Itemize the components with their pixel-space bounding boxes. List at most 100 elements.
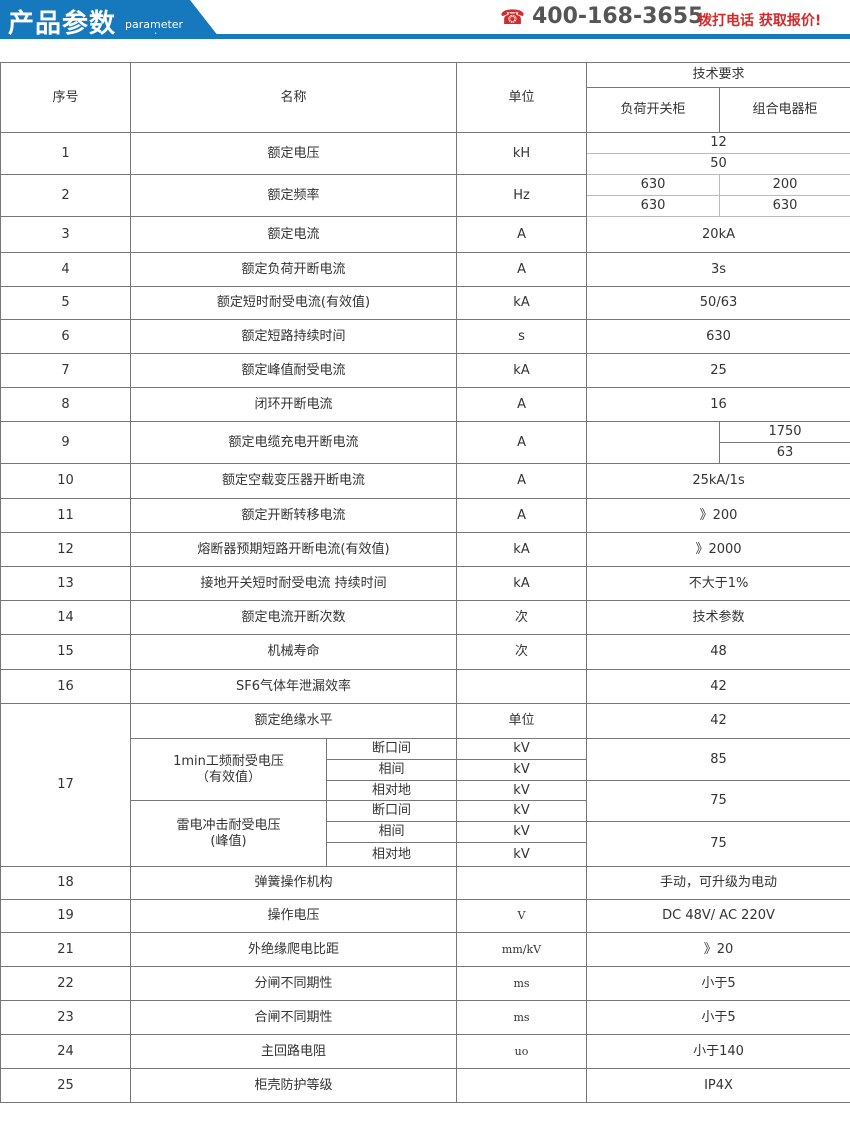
cell-no: 19 xyxy=(0,899,131,933)
cell-name: 额定短路持续时间 xyxy=(129,319,458,354)
table-row: 16 SF6气体年泄漏效率 42 xyxy=(0,669,850,704)
cell-value: 小于5 xyxy=(586,966,850,1001)
cell-no: 3 xyxy=(0,216,131,253)
cell-name: 接地开关短时耐受电流 持续时间 xyxy=(129,566,458,601)
phone-number[interactable]: 400-168-3655 xyxy=(532,4,704,29)
header-col-b: 组合电器柜 xyxy=(719,87,850,133)
group-label: (峰值) xyxy=(210,833,247,849)
cell-no: 15 xyxy=(0,634,131,670)
cell-name: 主回路电阻 xyxy=(129,1034,458,1069)
cell-no: 11 xyxy=(0,498,131,533)
cell-unit: kV xyxy=(456,842,588,867)
cell-unit: s xyxy=(456,319,588,354)
cell-value: 50/63 xyxy=(586,286,850,320)
cell-value: 50 xyxy=(586,153,850,175)
cell-name: 额定电流开断次数 xyxy=(129,600,458,635)
table-row: 19 操作电压 V DC 48V/ AC 220V xyxy=(0,899,850,933)
table-row: 21 外绝缘爬电比距 mm/kV 》20 xyxy=(0,932,850,967)
cell-no: 24 xyxy=(0,1034,131,1069)
cell-unit: kA xyxy=(456,353,588,388)
cell-unit: kH xyxy=(456,132,588,175)
table-row: 17 额定绝缘水平 单位 42 xyxy=(0,703,850,867)
cell-unit: A xyxy=(456,387,588,422)
cell-unit: kV xyxy=(456,780,588,801)
cell-name: 熔断器预期短路开断电流(有效值) xyxy=(129,532,458,567)
cell-unit: A xyxy=(456,463,588,499)
cell-value: 1750 xyxy=(719,421,850,443)
cell-unit: kA xyxy=(456,532,588,567)
cell-name: 额定电缆充电开断电流 xyxy=(129,421,458,464)
group-label: 雷电冲击耐受电压 xyxy=(176,817,281,833)
cell-value: 42 xyxy=(586,669,850,704)
cell-value: 小于5 xyxy=(586,1000,850,1035)
cell-unit: uo xyxy=(456,1034,588,1069)
cell-name: SF6气体年泄漏效率 xyxy=(129,669,458,704)
phone-icon: ☎ xyxy=(500,5,525,29)
cell-name: 额定绝缘水平 xyxy=(129,703,458,739)
parameter-table: 序号 名称 单位 技术要求 负荷开关柜 组合电器柜 1 额定电压 kH 12 50 2 额定频率… xyxy=(0,62,850,1103)
call-to-action: 拨打电话 获取报价! xyxy=(698,13,822,29)
header-no: 序号 xyxy=(0,62,131,133)
cell-value: 75 xyxy=(586,821,850,867)
header-col-a: 负荷开关柜 xyxy=(586,87,721,133)
cell-no: 13 xyxy=(0,566,131,601)
cell-unit: ms xyxy=(456,966,588,1001)
cell-name: 机械寿命 xyxy=(129,634,458,670)
cell-unit xyxy=(456,669,588,704)
cell-name: 分闸不同期性 xyxy=(129,966,458,1001)
cell-unit: ms xyxy=(456,1000,588,1035)
cell-unit: kV xyxy=(456,800,588,822)
cell-subname: 相对地 xyxy=(325,780,458,801)
cell-unit: V xyxy=(456,899,588,933)
table-row: 6 额定短路持续时间 s 630 xyxy=(0,319,850,354)
cell-value: 48 xyxy=(586,634,850,670)
cell-value: 16 xyxy=(586,387,850,422)
banner-tab xyxy=(0,0,155,36)
cell-value: 25kA/1s xyxy=(586,463,850,499)
cell-value: 85 xyxy=(586,738,850,781)
cell-unit: 次 xyxy=(456,600,588,635)
cell-name: 弹簧操作机构 xyxy=(129,866,458,900)
table-row: 22 分闸不同期性 ms 小于5 xyxy=(0,966,850,1001)
cell-subname: 相对地 xyxy=(325,842,458,867)
cell-unit: 次 xyxy=(456,634,588,670)
table-row: 1 额定电压 kH 12 xyxy=(0,132,850,175)
table-row: 5 额定短时耐受电流(有效值) kA 50/63 xyxy=(0,286,850,320)
cell-unit: kV xyxy=(456,759,588,781)
cell-name: 额定空载变压器开断电流 xyxy=(129,463,458,499)
cell-value: 小于140 xyxy=(586,1034,850,1069)
cell-name: 额定电流 xyxy=(129,216,458,253)
cell-value: 630 xyxy=(586,319,850,354)
header-tech: 技术要求 xyxy=(586,62,850,88)
cell-subname: 断口间 xyxy=(325,800,458,822)
cell-value: 3s xyxy=(586,252,850,287)
cell-no: 6 xyxy=(0,319,131,354)
cell-value: 手动，可升级为电动 xyxy=(586,866,850,900)
cell-unit: A xyxy=(456,421,588,464)
cell-subname: 相间 xyxy=(325,759,458,781)
cell-no: 10 xyxy=(0,463,131,499)
cell-name: 闭环开断电流 xyxy=(129,387,458,422)
cell-name: 额定峰值耐受电流 xyxy=(129,353,458,388)
table-row: 23 合闸不同期性 ms 小于5 xyxy=(0,1000,850,1035)
cell-no: 22 xyxy=(0,966,131,1001)
table-row: 11 额定开断转移电流 A 》200 xyxy=(0,498,850,533)
table-row: 25 柜壳防护等级 IP4X xyxy=(0,1068,850,1103)
table-row: 9 额定电缆充电开断电流 A 1750 xyxy=(0,421,850,464)
cell-value: 630 xyxy=(586,195,721,217)
page-title: 产品参数 xyxy=(8,9,117,39)
cell-unit: A xyxy=(456,498,588,533)
table-row: 10 额定空载变压器开断电流 A 25kA/1s xyxy=(0,463,850,499)
page-subtitle: parameter xyxy=(125,18,184,31)
cell-no: 4 xyxy=(0,252,131,287)
table-row: 7 额定峰值耐受电流 kA 25 xyxy=(0,353,850,388)
table-row: 18 弹簧操作机构 手动，可升级为电动 xyxy=(0,866,850,900)
cell-group-lightning: 雷电冲击耐受电压 (峰值) xyxy=(130,800,327,867)
cell-value: 63 xyxy=(719,442,850,464)
cell-subname: 断口间 xyxy=(325,738,458,760)
cell-value: 》200 xyxy=(586,498,850,533)
cell-group-power-freq: 1min工频耐受电压 （有效值） xyxy=(130,738,327,801)
cell-name: 额定负荷开断电流 xyxy=(129,252,458,287)
header-name: 名称 xyxy=(129,62,458,133)
header-unit: 单位 xyxy=(456,62,588,133)
